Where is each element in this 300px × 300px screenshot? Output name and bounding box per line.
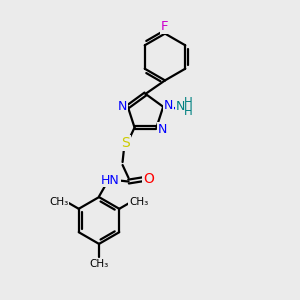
- Text: N: N: [176, 100, 185, 113]
- Text: CH₃: CH₃: [49, 197, 68, 207]
- Text: N: N: [158, 122, 167, 136]
- Text: H: H: [184, 105, 193, 118]
- Text: H: H: [184, 96, 193, 110]
- Text: O: O: [143, 172, 154, 186]
- Text: N: N: [118, 100, 127, 113]
- Text: CH₃: CH₃: [129, 197, 148, 207]
- Text: F: F: [161, 20, 169, 34]
- Text: HN: HN: [101, 173, 120, 187]
- Text: N: N: [164, 99, 173, 112]
- Text: CH₃: CH₃: [89, 259, 109, 269]
- Text: S: S: [121, 136, 130, 149]
